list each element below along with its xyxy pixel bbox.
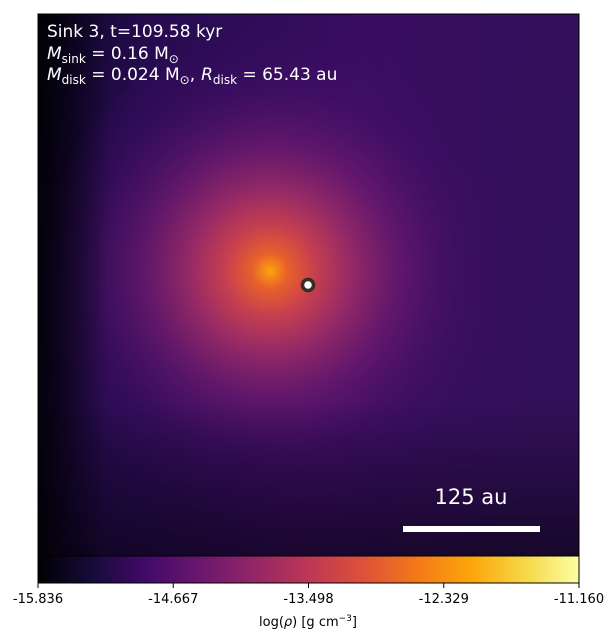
- msink-unit-subscript: ⊙: [169, 52, 179, 66]
- sink-marker: [301, 278, 315, 292]
- colorbar-label-suffix: ) [g cm: [292, 615, 338, 630]
- annotation-line-2: Msink = 0.16 M⊙: [47, 44, 179, 66]
- colorbar-label-exponent: −3: [339, 614, 352, 624]
- colorbar-tick-label: -12.329: [419, 592, 469, 607]
- mdisk-symbol: M: [47, 65, 62, 85]
- annotation-line-1: Sink 3, t=109.58 kyr: [47, 22, 222, 42]
- colorbar-ticks: -15.836 -14.667 -13.498 -12.329 -11.160: [13, 583, 604, 607]
- scalebar-label: 125 au: [435, 485, 508, 509]
- msink-value: = 0.16 M: [86, 44, 169, 64]
- msink-subscript: sink: [62, 52, 86, 66]
- mdisk-value: = 0.024 M: [86, 65, 180, 85]
- mdisk-subscript: disk: [62, 73, 86, 87]
- mdisk-unit-subscript: ⊙: [180, 73, 190, 87]
- rdisk-value: = 65.43 au: [237, 65, 337, 85]
- colorbar-tick-label: -11.160: [554, 592, 604, 607]
- annotation-separator: ,: [190, 65, 195, 85]
- colorbar-label-close: ]: [352, 615, 357, 630]
- colorbar-tick-label: -14.667: [148, 592, 198, 607]
- density-map: [38, 14, 579, 556]
- annotation-line-3: Mdisk = 0.024 M⊙, Rdisk = 65.43 au: [47, 65, 337, 87]
- scalebar: [403, 526, 540, 532]
- colorbar-tick-label: -13.498: [283, 592, 333, 607]
- sink-marker-edge: [300, 277, 316, 293]
- colorbar-label: log(ρ) [g cm−3]: [259, 614, 357, 630]
- colorbar: [37, 555, 580, 584]
- rdisk-subscript: disk: [213, 73, 237, 87]
- colorbar-label-prefix: log(: [259, 615, 284, 630]
- colorbar-label-rho: ρ: [284, 615, 293, 630]
- rdisk-symbol: R: [201, 65, 213, 85]
- msink-symbol: M: [47, 44, 62, 64]
- colorbar-tick-label: -15.836: [13, 592, 63, 607]
